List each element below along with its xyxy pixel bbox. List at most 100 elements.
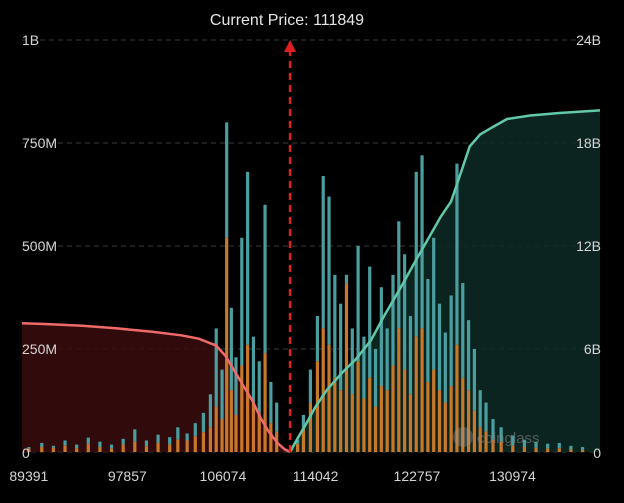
- short-liquidation-bar: [362, 336, 366, 399]
- short-liquidation-bar: [263, 204, 267, 354]
- current-price-marker: [284, 40, 297, 452]
- watermark: coinglass: [453, 427, 540, 447]
- long-liquidation-bar: [308, 402, 313, 452]
- long-liquidation-bar: [379, 386, 383, 452]
- short-liquidation-bar: [472, 349, 476, 411]
- short-liquidation-bar: [557, 442, 561, 449]
- short-liquidation-bar: [373, 349, 378, 407]
- long-liquidation-bar: [511, 445, 515, 452]
- short-liquidation-bar: [534, 441, 538, 448]
- short-liquidation-bar: [432, 237, 436, 370]
- short-liquidation-bar: [168, 437, 172, 445]
- long-liquidation-bar: [315, 361, 319, 452]
- long-liquidation-bar: [432, 369, 436, 452]
- short-liquidation-bar: [214, 328, 218, 407]
- x-axis-tick: 89391: [9, 468, 48, 484]
- short-liquidation-bar: [339, 303, 343, 391]
- short-liquidation-bar: [246, 171, 250, 345]
- x-axis-tick: 130974: [489, 468, 536, 484]
- long-liquidation-bar: [208, 427, 213, 452]
- long-liquidation-bar: [75, 448, 79, 452]
- long-liquidation-bar: [185, 440, 189, 452]
- long-liquidation-bar: [362, 398, 366, 452]
- long-liquidation-bar: [491, 439, 495, 452]
- short-liquidation-bar: [193, 423, 197, 437]
- short-liquidation-bar: [315, 316, 319, 362]
- right-axis-tick: 24B: [576, 32, 601, 48]
- long-liquidation-bar: [408, 394, 413, 452]
- short-liquidation-bar: [98, 441, 102, 448]
- long-liquidation-bar: [296, 443, 300, 452]
- long-liquidation-bar: [257, 412, 261, 452]
- long-liquidation-bar: [478, 427, 482, 452]
- right-axis-tick: 0: [593, 445, 601, 461]
- long-liquidation-bar: [40, 447, 44, 452]
- long-liquidation-bar: [214, 406, 218, 452]
- long-liquidation-bar: [414, 336, 418, 452]
- short-liquidation-bar: [408, 316, 413, 395]
- long-liquidation-bar: [368, 377, 372, 452]
- short-liquidation-bar: [449, 295, 453, 387]
- short-liquidation-bar: [426, 278, 430, 382]
- short-liquidation-bar: [333, 274, 337, 378]
- long-liquidation-bar: [339, 390, 343, 452]
- long-liquidation-bar: [466, 390, 471, 452]
- long-liquidation-bar: [220, 419, 224, 452]
- right-axis-tick: 18B: [576, 135, 601, 151]
- long-liquidation-bar: [144, 446, 149, 452]
- long-liquidation-bar: [569, 449, 573, 452]
- left-axis-labels: 0 250M 500M 750M 1B: [22, 32, 57, 461]
- short-liquidation-bar: [176, 427, 180, 440]
- short-liquidation-bar: [569, 445, 573, 450]
- right-axis-labels: 0 6B 12B 18B 24B: [576, 32, 601, 461]
- short-liquidation-bar: [229, 307, 233, 391]
- long-liquidation-bar: [98, 447, 102, 452]
- long-liquidation-bar: [420, 328, 424, 452]
- short-liquidation-bar: [491, 419, 495, 440]
- short-liquidation-bar: [27, 447, 31, 449]
- short-liquidation-bar: [511, 435, 515, 446]
- long-liquidation-bar: [301, 427, 306, 452]
- long-liquidation-bar: [449, 386, 453, 452]
- long-liquidation-bar: [472, 410, 476, 452]
- long-liquidation-bar: [534, 447, 538, 452]
- short-liquidation-bar: [437, 303, 442, 391]
- long-liquidation-bar: [455, 344, 459, 452]
- long-liquidation-bar: [557, 448, 561, 452]
- long-liquidation-bar: [201, 432, 206, 452]
- cumulative-lines: [21, 109, 601, 454]
- price-marker-arrowhead: [284, 40, 297, 52]
- long-liquidation-bar: [51, 447, 56, 452]
- short-liquidation-bar: [499, 427, 503, 442]
- left-axis-tick: 250M: [22, 341, 57, 357]
- chart-title: Current Price: 111849: [210, 12, 364, 29]
- long-liquidation-bar: [121, 444, 125, 452]
- short-liquidation-bar: [51, 445, 56, 448]
- long-liquidation-bar: [251, 402, 256, 452]
- short-liquidation-bar: [109, 444, 114, 449]
- long-liquidation-bar: [391, 365, 395, 452]
- short-liquidation-bar: [356, 246, 360, 362]
- short-liquidation-bar: [275, 402, 279, 432]
- short-liquidation-bar: [379, 287, 383, 387]
- long-cumulative-line: [21, 322, 291, 454]
- short-liquidation-bar: [133, 429, 137, 442]
- long-liquidation-bar: [522, 447, 527, 452]
- x-axis-tick: 106074: [200, 468, 247, 484]
- x-axis-labels: 89391 97857 106074 114042 122757 130974: [9, 468, 536, 484]
- short-liquidation-bar: [478, 390, 482, 428]
- long-liquidation-bar: [484, 431, 488, 452]
- short-liquidation-bar: [344, 274, 349, 284]
- short-liquidation-bar: [296, 439, 300, 444]
- short-liquidation-bar: [420, 155, 424, 329]
- long-liquidation-bar: [461, 377, 465, 452]
- long-liquidation-bar: [133, 441, 137, 452]
- long-liquidation-bar: [263, 353, 267, 452]
- long-liquidation-bar: [350, 394, 354, 452]
- short-liquidation-bar: [75, 444, 79, 449]
- short-liquidation-bar: [580, 447, 585, 450]
- long-liquidation-bar: [63, 445, 67, 452]
- left-axis-tick: 1B: [22, 32, 39, 48]
- long-liquidation-bar: [321, 328, 325, 452]
